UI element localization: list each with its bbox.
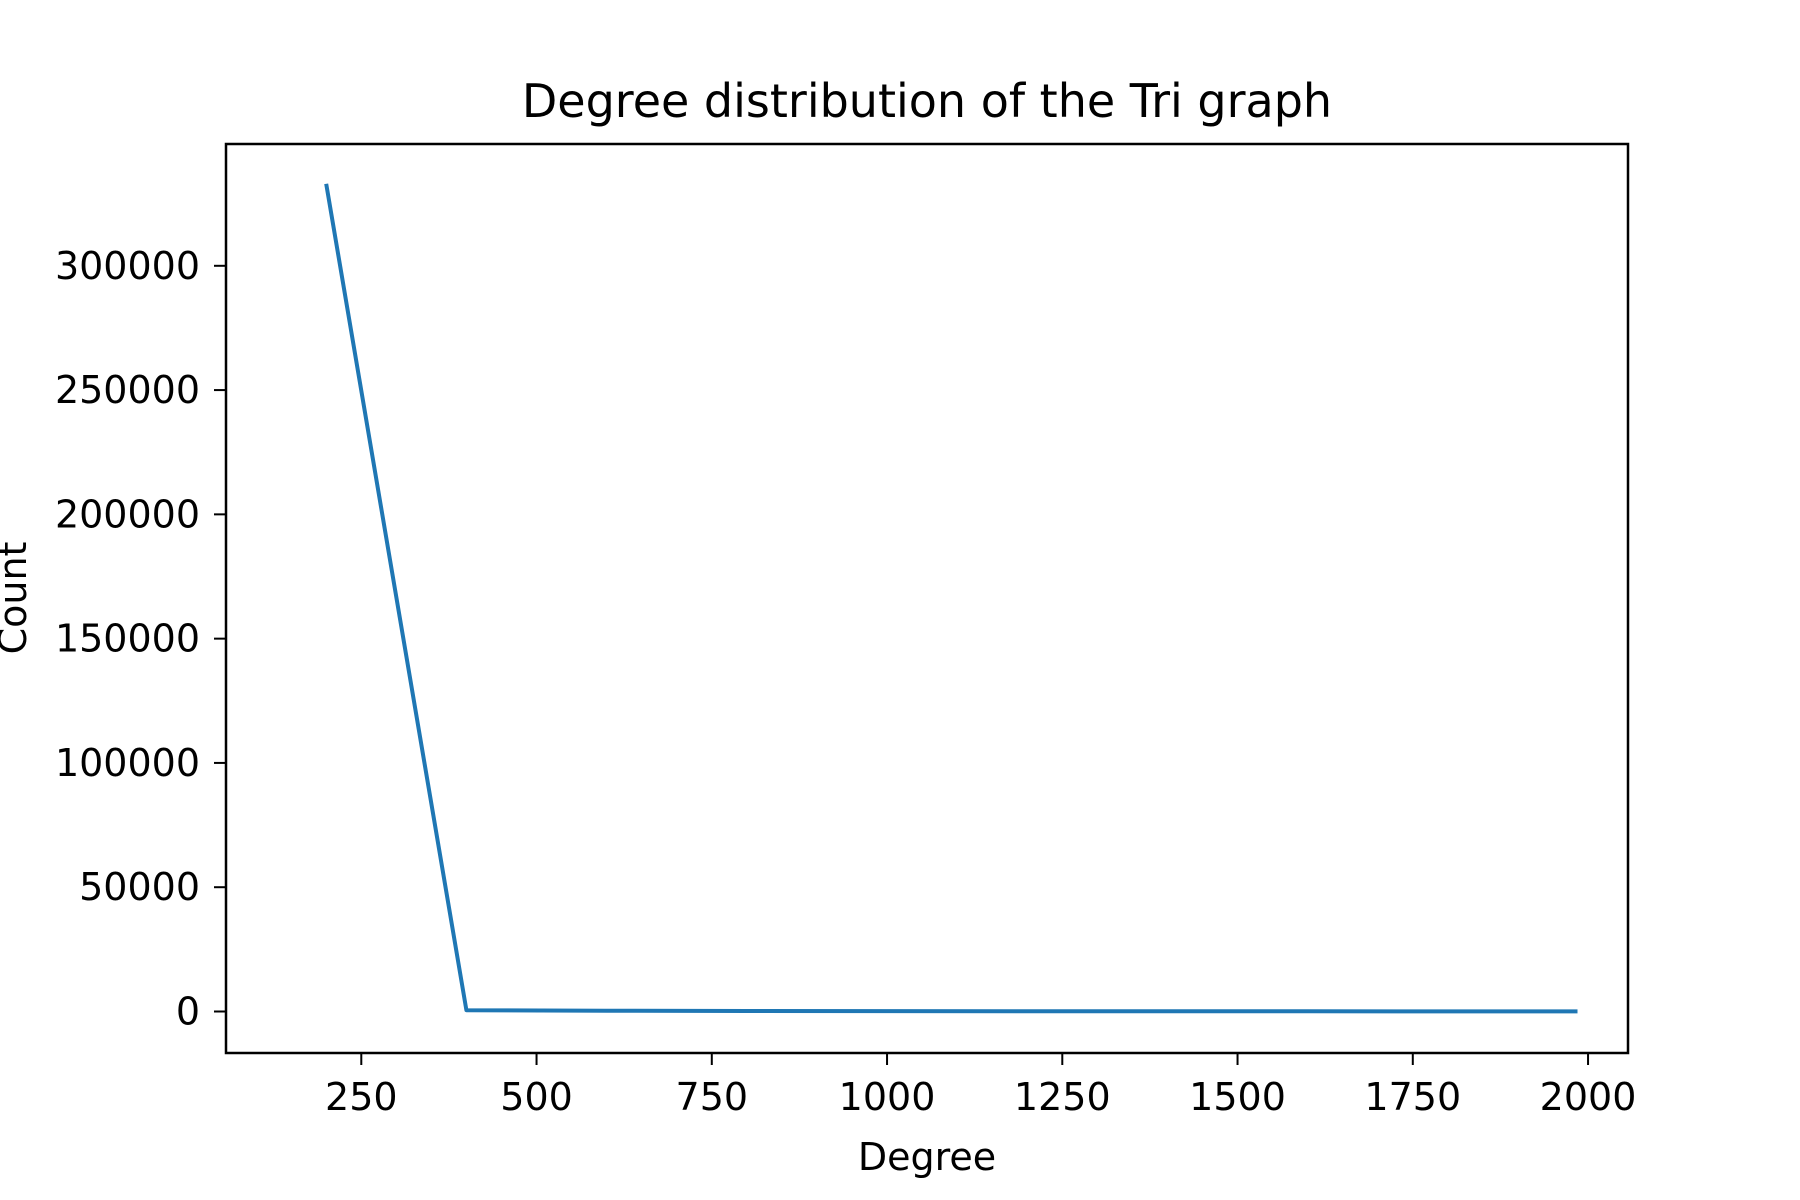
y-tick-label: 100000 <box>55 741 200 785</box>
y-axis-label: Count <box>0 542 35 655</box>
plot-frame <box>224 142 1630 1055</box>
chart-title: Degree distribution of the Tri graph <box>522 74 1332 128</box>
x-tick-label: 2000 <box>1540 1075 1637 1119</box>
x-tick-label: 1500 <box>1189 1075 1286 1119</box>
x-tick-label: 1000 <box>839 1075 936 1119</box>
y-tick-label: 300000 <box>55 244 200 288</box>
y-tick-label: 200000 <box>55 492 200 536</box>
y-tick-label: 0 <box>176 989 200 1033</box>
y-tick-label: 150000 <box>55 617 200 661</box>
plot-layer <box>324 183 1578 1014</box>
y-tick-label: 250000 <box>55 368 200 412</box>
x-tick-label: 1250 <box>1014 1075 1111 1119</box>
x-tick-label: 1750 <box>1364 1075 1461 1119</box>
x-tick-label: 750 <box>676 1075 749 1119</box>
y-axis-ticks: 0 50000 100000 150000 200000 250000 300000 <box>55 244 226 1033</box>
x-axis-ticks: 250 500 750 1000 1250 1500 1750 2000 <box>325 1053 1636 1119</box>
series-line-1 <box>324 183 1578 1014</box>
x-tick-label: 500 <box>500 1075 573 1119</box>
x-axis-label: Degree <box>858 1135 996 1179</box>
x-tick-label: 250 <box>325 1075 398 1119</box>
y-tick-label: 50000 <box>79 865 200 909</box>
